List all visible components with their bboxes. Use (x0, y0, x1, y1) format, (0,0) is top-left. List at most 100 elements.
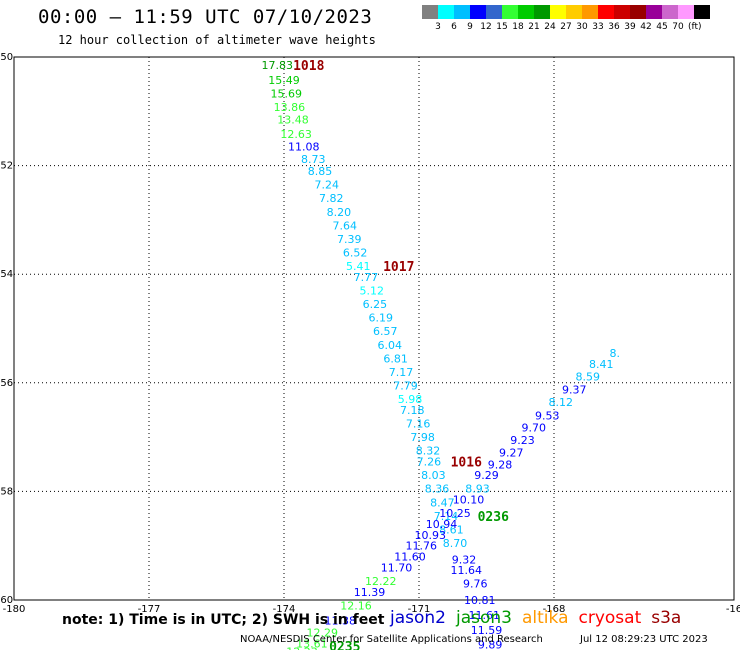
time-annotation: 1017 (383, 260, 414, 275)
footer-note: note: 1) Time is in UTC; 2) SWH is in fe… (62, 612, 385, 628)
x-tick-label: -168 (543, 604, 566, 615)
data-point-label: 9.70 (522, 421, 547, 434)
data-point-label: 6.19 (369, 312, 394, 325)
data-point-label: 6.81 (383, 352, 408, 365)
data-point-label: 13.86 (274, 101, 306, 114)
y-tick-label: -54 (0, 269, 13, 280)
x-tick-label: -174 (273, 604, 296, 615)
data-point-label: 11.76 (406, 540, 438, 553)
data-point-label: 11.61 (469, 609, 501, 622)
data-point-label: 7.79 (393, 380, 418, 393)
color-tick-label: 39 (624, 22, 636, 32)
data-point-label: 6.52 (343, 246, 368, 259)
color-unit-label: (ft) (688, 22, 702, 32)
x-tick-label: -180 (3, 604, 26, 615)
data-point-label: 10.81 (464, 594, 496, 607)
color-tick-label: 33 (592, 22, 604, 32)
data-point-label: 7.98 (410, 431, 435, 444)
data-point-label: 6.04 (378, 339, 403, 352)
color-swatch (646, 5, 662, 19)
data-point-label: 11.60 (394, 551, 426, 564)
credit-text: NOAA/NESDIS Center for Satellite Applica… (240, 634, 543, 645)
data-point-label: 8.03 (421, 469, 446, 482)
data-point-label: 6.57 (373, 325, 398, 338)
satellite-s3a: s3a (651, 608, 682, 628)
plot-frame (13, 56, 735, 601)
y-tick-label: -56 (0, 378, 13, 389)
color-tick-label: 42 (640, 22, 652, 32)
data-point-label: 6.25 (363, 298, 388, 311)
data-point-label: 8.70 (443, 537, 468, 550)
color-tick-label: 18 (512, 22, 524, 32)
data-point-label: 8. (610, 347, 621, 360)
data-point-label: 15.49 (268, 74, 300, 87)
data-point-label: 9.37 (562, 383, 587, 396)
data-point-label: 10.10 (453, 494, 485, 507)
data-point-label: 12.23 (286, 646, 318, 650)
data-point-label: 10.25 (439, 507, 471, 520)
data-point-label: 8.47 (430, 496, 455, 509)
time-annotation: 1016 (451, 456, 482, 471)
color-swatch (614, 5, 630, 19)
data-point-label: 10.94 (426, 518, 458, 531)
color-swatch (470, 5, 486, 19)
data-point-label: 9.28 (488, 458, 513, 471)
color-tick-label: 70 (672, 22, 684, 32)
color-swatch (422, 5, 438, 19)
x-tick-label: -177 (138, 604, 161, 615)
data-point-label: 12.29 (307, 627, 339, 640)
color-tick-label: 21 (528, 22, 540, 32)
y-tick-label: -58 (0, 486, 13, 497)
color-tick-label: 15 (496, 22, 508, 32)
color-tick-label: 45 (656, 22, 668, 32)
data-point-label: 8.41 (589, 358, 614, 371)
data-point-label: 12.16 (340, 599, 372, 612)
data-point-label: 9.53 (535, 409, 560, 422)
data-point-label: 7.16 (406, 418, 431, 431)
data-point-label: 9.27 (499, 446, 524, 459)
data-point-label: 7.17 (389, 366, 414, 379)
color-swatch (518, 5, 534, 19)
data-point-label: 9.89 (478, 639, 503, 650)
color-tick-label: 9 (467, 22, 473, 32)
color-swatch (550, 5, 566, 19)
color-swatch (486, 5, 502, 19)
time-annotation: 0236 (478, 510, 509, 525)
data-point-label: 13.61 (296, 637, 328, 650)
data-point-label: 12.22 (365, 575, 397, 588)
data-point-label: 9.76 (463, 578, 488, 591)
data-point-label: 7.26 (417, 456, 442, 469)
data-point-label: 13.48 (277, 113, 309, 126)
x-tick-label: -16 (726, 604, 740, 615)
satellite-cryosat: cryosat (578, 608, 642, 628)
data-point-label: 8.73 (301, 153, 326, 166)
data-point-label: 7.39 (337, 233, 362, 246)
data-point-label: 8.61 (439, 523, 464, 536)
data-point-label: 7.77 (354, 271, 379, 284)
satellite-legend: jason2 jason3 altika cryosat s3a (390, 608, 691, 628)
color-swatch (598, 5, 614, 19)
data-point-label: 11.08 (288, 141, 320, 154)
timestamp-text: Jul 12 08:29:23 UTC 2023 (580, 634, 708, 645)
data-point-label: 11.39 (354, 586, 386, 599)
data-point-label: 11.59 (471, 624, 503, 637)
data-point-label: 8.12 (549, 396, 574, 409)
data-point-label: 7.64 (333, 219, 358, 232)
data-point-label: 15.69 (271, 87, 303, 100)
data-point-label: 7.82 (319, 192, 344, 205)
time-annotation: 1018 (293, 59, 324, 74)
data-point-label: 8.59 (576, 370, 601, 383)
data-point-label: 9.32 (452, 553, 477, 566)
y-tick-label: -50 (0, 52, 13, 63)
data-point-label: 9.23 (510, 434, 535, 447)
color-tick-label: 36 (608, 22, 620, 32)
satellite-altika: altika (522, 608, 569, 628)
color-swatch (454, 5, 470, 19)
satellite-jason2: jason2 (390, 608, 446, 628)
x-tick-label: -171 (408, 604, 431, 615)
data-point-label: 8.32 (416, 445, 441, 458)
data-point-label: 10.93 (415, 529, 447, 542)
color-tick-label: 27 (560, 22, 572, 32)
data-point-label: 5.12 (360, 284, 385, 297)
